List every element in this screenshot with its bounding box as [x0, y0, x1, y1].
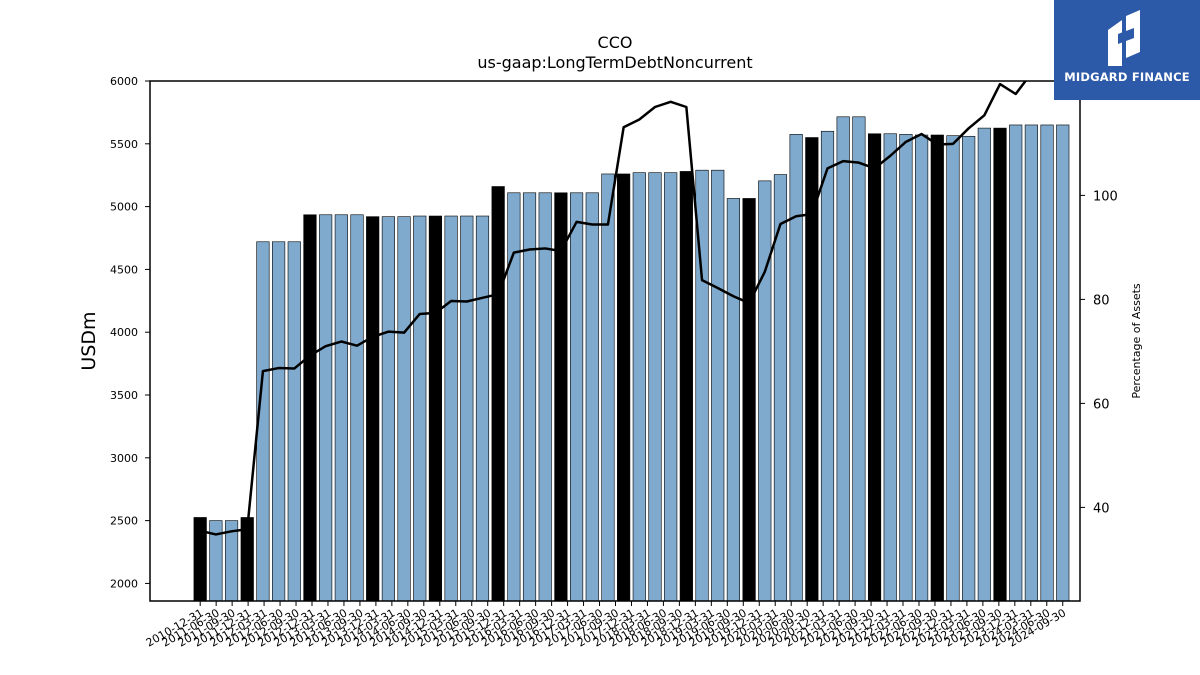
bar-2019-12-31 [758, 180, 772, 602]
bar-2016-06-30 [538, 192, 552, 602]
y-tick-label: 4500 [110, 263, 138, 276]
bar-2024-09-30 [1056, 124, 1070, 602]
y2-tick-label: 60 [1093, 397, 1110, 412]
y-tick-label: 2500 [110, 515, 138, 528]
bar-2021-06-30 [852, 116, 866, 602]
bar-2016-03-31 [522, 192, 537, 602]
bar-2022-03-31 [899, 134, 913, 602]
bar-2016-12-31 [569, 192, 584, 602]
y-tick-label: 6000 [110, 75, 138, 88]
bar-2017-12-31 [632, 172, 646, 602]
bar-series [193, 116, 1070, 602]
bar-2013-03-31 [334, 214, 348, 602]
bar-2023-06-30 [977, 127, 991, 602]
bar-2022-06-30 [915, 134, 929, 602]
y-axis-label: USDm [78, 311, 100, 370]
midgard-logo-icon [1108, 10, 1140, 66]
bar-2013-06-30 [350, 214, 364, 602]
bar-2012-09-30 [303, 214, 317, 602]
bar-2021-03-31 [836, 116, 850, 602]
brand-name: MIDGARD FINANCE [1064, 70, 1190, 84]
bar-2019-09-30 [742, 198, 756, 602]
y-tick-label: 5500 [110, 138, 138, 151]
x-axis: 2010-12-312011-06-302011-09-302011-12-31… [144, 601, 1068, 650]
bar-2019-06-30 [726, 198, 740, 602]
bar-2019-03-31 [711, 169, 725, 602]
bar-2013-09-30 [366, 216, 380, 602]
bar-2024-06-30 [1040, 124, 1054, 602]
bar-2017-03-31 [585, 192, 599, 602]
bar-2023-09-30 [993, 127, 1007, 602]
y-tick-label: 5000 [110, 201, 138, 214]
bar-2020-09-30 [805, 137, 819, 602]
y-tick-label: 4000 [110, 326, 138, 339]
bar-2017-09-30 [617, 173, 631, 602]
bar-2010-12-31 [193, 517, 207, 602]
bar-2022-09-30 [930, 134, 944, 602]
bar-2017-06-30 [601, 173, 615, 602]
bar-2020-06-30 [789, 134, 803, 602]
bar-2023-12-31 [1009, 124, 1023, 602]
y2-tick-label: 100 [1093, 189, 1118, 204]
percentage-of-assets-line [199, 81, 1028, 536]
bar-2024-03-31 [1024, 124, 1038, 602]
bar-2013-12-31 [381, 216, 395, 602]
bar-2012-06-30 [287, 241, 301, 602]
y2-tick-label: 40 [1093, 501, 1110, 516]
plot-frame [149, 80, 1081, 602]
bar-2014-03-31 [397, 216, 411, 602]
y2-axis-label: Percentage of Assets [1130, 283, 1143, 399]
y2-tick-label: 80 [1093, 293, 1110, 308]
bar-2014-09-30 [428, 215, 443, 602]
y-tick-label: 3500 [110, 389, 138, 402]
bar-2016-09-30 [554, 192, 568, 602]
bar-2018-09-30 [679, 171, 693, 602]
bar-2018-03-31 [648, 172, 662, 602]
y2-axis: 40 60 80 100 [1080, 189, 1118, 516]
bar-2021-09-30 [867, 133, 882, 602]
brand-logo: MIDGARD FINANCE [1054, 0, 1200, 100]
bar-2021-12-31 [883, 133, 897, 602]
bar-2022-12-31 [946, 135, 960, 602]
y-tick-label: 2000 [110, 577, 138, 590]
y-axis: 2000 2500 3000 3500 4000 4500 5000 5500 6000 [110, 75, 150, 590]
bar-2015-06-30 [475, 215, 490, 602]
y-tick-label: 3000 [110, 452, 138, 465]
bar-2014-06-30 [413, 215, 427, 602]
bar-2015-09-30 [491, 186, 505, 602]
bar-2023-03-31 [962, 135, 976, 602]
bar-2018-06-30 [664, 172, 678, 602]
chart-subtitle: us-gaap:LongTermDebtNoncurrent [477, 53, 752, 72]
bar-2015-03-31 [460, 215, 474, 602]
bar-2014-12-31 [444, 215, 458, 602]
bar-2012-12-31 [319, 214, 333, 602]
chart-title: CCO [598, 33, 633, 52]
bar-2020-12-31 [820, 130, 835, 602]
bar-2012-03-31 [272, 241, 286, 602]
line-series [199, 81, 1028, 536]
